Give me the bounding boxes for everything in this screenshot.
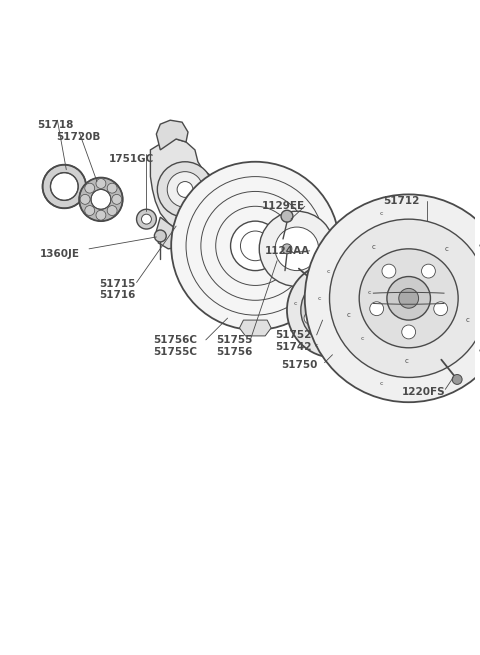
Circle shape [107,206,117,215]
Text: c: c [372,244,376,250]
Circle shape [452,375,462,384]
Text: c: c [445,246,449,252]
Text: 51756: 51756 [216,346,252,357]
Text: 1129EE: 1129EE [262,201,305,212]
Text: 51718: 51718 [37,121,74,130]
Text: c: c [379,381,383,386]
Circle shape [157,162,213,217]
Circle shape [112,195,122,204]
Circle shape [305,195,480,402]
Text: c: c [465,316,469,323]
Circle shape [155,230,166,242]
Polygon shape [156,121,188,150]
Circle shape [275,227,319,271]
Circle shape [313,284,325,295]
Wedge shape [79,178,123,221]
Text: c: c [379,211,383,216]
Circle shape [240,231,270,261]
Circle shape [387,276,431,320]
Circle shape [96,210,106,220]
Text: c: c [405,358,408,364]
Text: 1220FS: 1220FS [402,387,445,398]
Circle shape [167,172,203,207]
Text: 1124AA: 1124AA [265,246,310,256]
Circle shape [399,288,419,309]
Circle shape [326,302,342,318]
Text: 51750: 51750 [281,360,317,369]
Circle shape [177,181,193,197]
Circle shape [96,179,106,189]
Circle shape [259,211,335,286]
Circle shape [171,162,339,330]
Text: 51716: 51716 [99,290,135,301]
Circle shape [317,292,352,328]
Text: c: c [368,290,372,295]
Wedge shape [43,164,86,208]
Text: 51720B: 51720B [57,132,101,142]
Circle shape [329,219,480,377]
Text: 51715: 51715 [99,278,135,288]
Polygon shape [240,320,271,336]
Circle shape [287,263,382,358]
Circle shape [359,249,458,348]
Circle shape [142,214,151,224]
Text: c: c [294,301,297,307]
Circle shape [370,302,384,316]
Circle shape [85,206,95,215]
Circle shape [402,325,416,339]
Text: c: c [326,269,330,274]
Circle shape [282,244,292,253]
Circle shape [382,264,396,278]
Polygon shape [156,217,186,249]
Text: c: c [360,335,364,341]
Circle shape [421,264,435,278]
Circle shape [136,209,156,229]
Text: 51712: 51712 [383,196,420,206]
Circle shape [328,330,340,342]
Circle shape [344,284,356,295]
Circle shape [230,221,280,271]
Text: 51756C: 51756C [154,335,197,345]
Text: 51755C: 51755C [154,346,197,357]
Text: c: c [479,244,480,248]
Text: 51742: 51742 [275,342,312,352]
Circle shape [80,195,90,204]
Text: 1751GC: 1751GC [109,154,154,164]
Text: 1360JE: 1360JE [39,249,80,259]
Circle shape [434,302,448,316]
Text: c: c [347,312,351,318]
Polygon shape [150,139,218,231]
Text: c: c [318,296,322,301]
Text: 51755: 51755 [216,335,252,345]
Circle shape [281,210,293,222]
Circle shape [107,183,117,193]
Circle shape [304,312,316,324]
Text: c: c [479,348,480,353]
Text: 51752: 51752 [275,330,312,340]
Circle shape [301,276,368,344]
Circle shape [353,312,365,324]
Circle shape [85,183,95,193]
Text: c: c [315,343,318,348]
